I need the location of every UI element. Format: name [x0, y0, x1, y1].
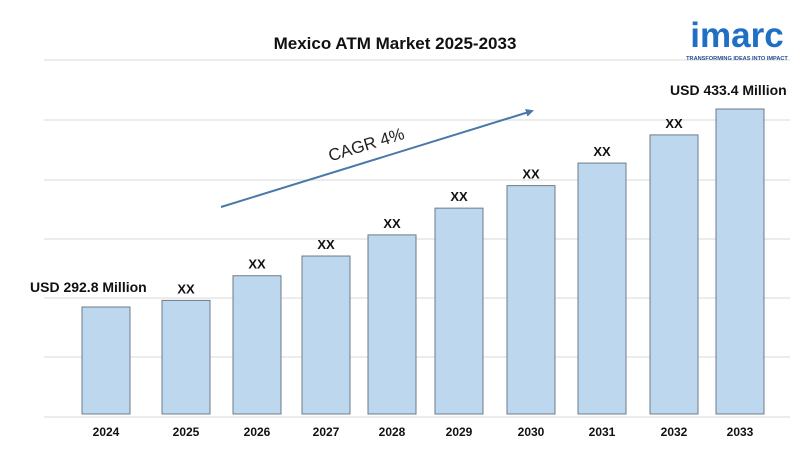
data-label-2029: XX: [450, 189, 468, 204]
data-label-2025: XX: [177, 281, 195, 296]
bar-2024: [81, 306, 131, 415]
tick-label-2025: 2025: [173, 425, 200, 439]
x-axis-tick-labels: 2024 2025 2026 2027 2028 2029 2030 2031 2032 2033: [93, 425, 754, 439]
tick-label-2033: 2033: [727, 425, 754, 439]
bar-2033: [715, 108, 765, 415]
tick-label-2027: 2027: [313, 425, 340, 439]
data-label-2030: XX: [522, 167, 540, 182]
tick-label-2030: 2030: [518, 425, 545, 439]
first-value-callout: USD 292.8 Million: [30, 279, 147, 295]
data-label-2028: XX: [383, 216, 401, 231]
bar-2025: [161, 299, 211, 415]
bar-2028: [367, 234, 417, 415]
data-label-2031: XX: [593, 144, 611, 159]
data-labels: XX XX XX XX XX XX XX XX: [177, 116, 683, 296]
chart-title: Mexico ATM Market 2025-2033: [274, 34, 517, 53]
tick-label-2026: 2026: [244, 425, 271, 439]
bars: [81, 108, 765, 415]
data-label-2026: XX: [248, 257, 266, 272]
bar-2029: [434, 207, 484, 415]
logo-tagline: TRANSFORMING IDEAS INTO IMPACT: [686, 56, 788, 62]
last-value-callout: USD 433.4 Million: [670, 82, 787, 98]
tick-label-2031: 2031: [589, 425, 616, 439]
imarc-logo: imarc TRANSFORMING IDEAS INTO IMPACT: [686, 16, 788, 62]
data-label-2032: XX: [665, 116, 683, 131]
tick-label-2032: 2032: [661, 425, 688, 439]
tick-label-2029: 2029: [446, 425, 473, 439]
bar-2030: [506, 185, 556, 415]
bar-2031: [577, 162, 627, 415]
data-label-2027: XX: [317, 237, 335, 252]
bar-2026: [232, 275, 282, 415]
cagr-arrow: [220, 108, 534, 208]
tick-label-2024: 2024: [93, 425, 120, 439]
bar-2027: [301, 255, 351, 415]
logo-wordmark: imarc: [690, 16, 783, 55]
cagr-label: CAGR 4%: [326, 124, 407, 165]
tick-label-2028: 2028: [379, 425, 406, 439]
bar-2032: [649, 134, 699, 415]
